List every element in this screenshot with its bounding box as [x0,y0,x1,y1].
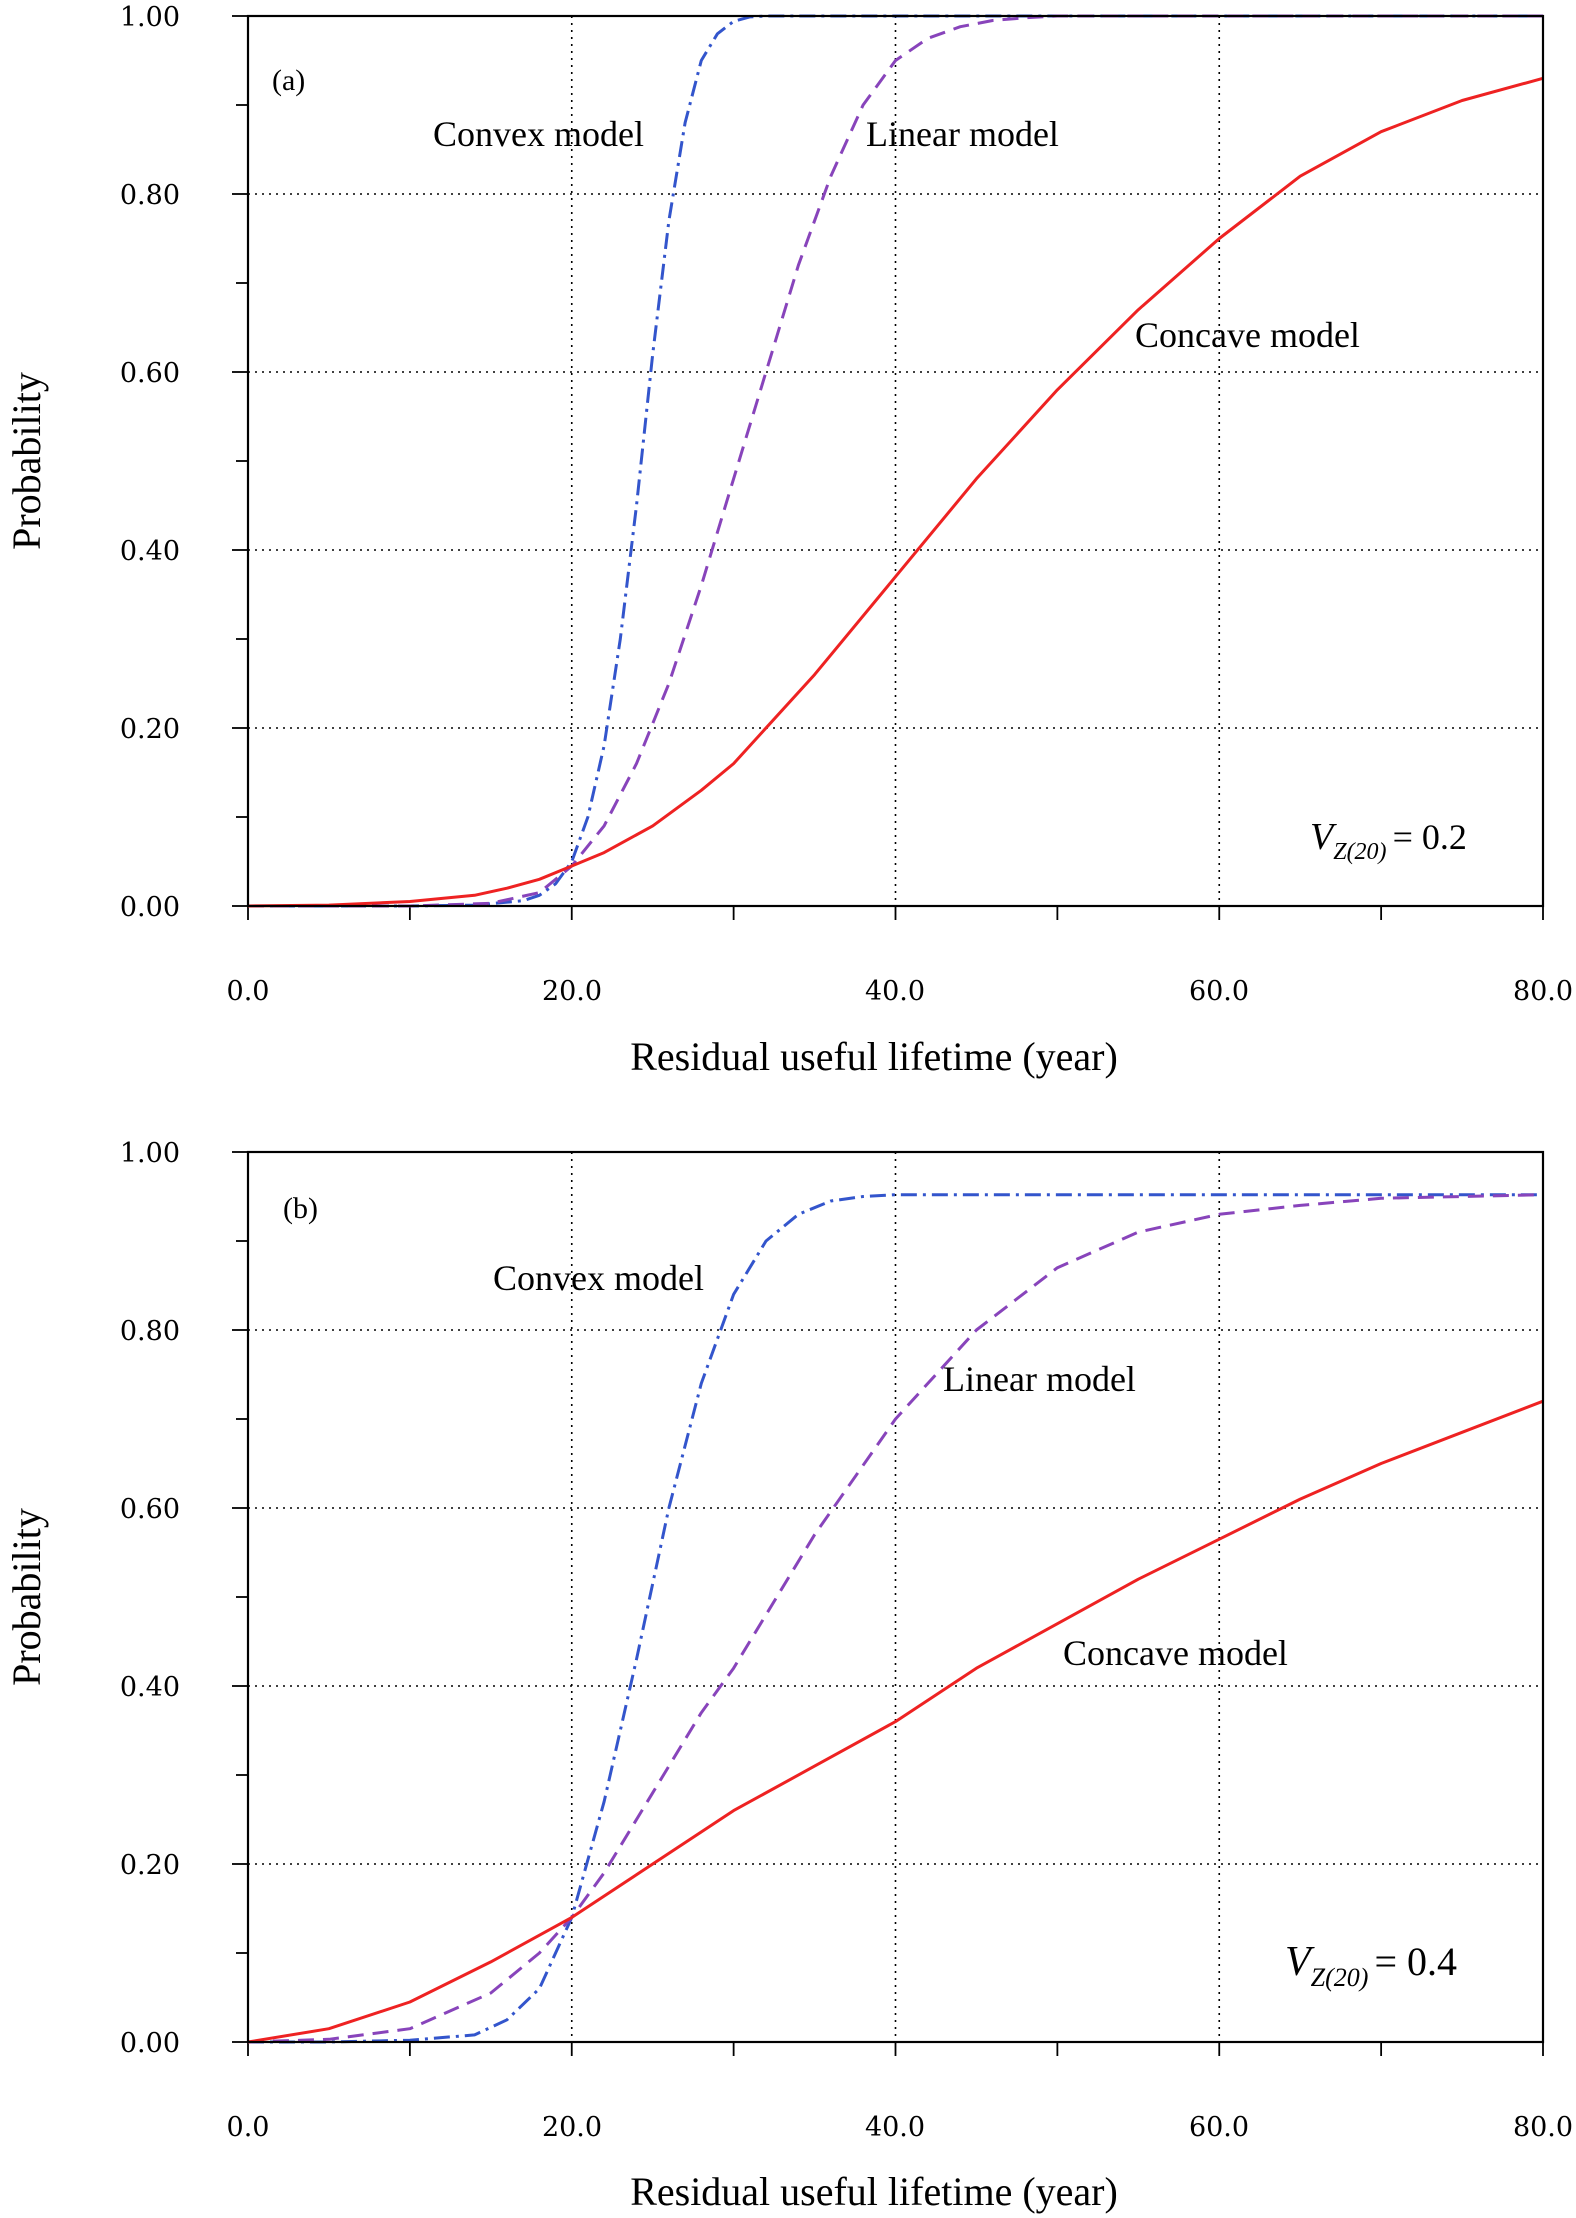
panel-b-x-tick-label: 80.0 [1513,2112,1573,2143]
panel-a-linear-label: Linear model [866,114,1059,154]
panel-b-y-tick-label: 0.80 [120,1316,180,1347]
panel-a-label: (a) [272,64,305,97]
panel-a-x-tick-label: 0.0 [227,976,270,1007]
panel-a-grid [248,16,1543,906]
panel-b-x-tick-label: 40.0 [865,2112,925,2143]
panel-a-plot-frame [246,14,1545,908]
panel-a-x-axis-title: Residual useful lifetime (year) [630,1034,1118,1079]
panel-b-x-axis-title: Residual useful lifetime (year) [630,2169,1118,2214]
panel-a-ticks [232,15,1544,920]
panel-a-x-tick-label: 80.0 [1513,976,1573,1007]
panel-a-y-tick-label: 0.80 [120,180,180,211]
panel-b-y-tick-label: 0.20 [120,1850,180,1881]
panel-b-y-tick-label: 0.00 [120,2028,180,2059]
panel-b: 0.0 20.0 40.0 60.0 80.0 0.00 0.20 0.40 0… [4,1138,1573,2214]
panel-a-y-tick-label: 0.60 [120,358,180,389]
panel-a-x-tick-label: 20.0 [542,976,602,1007]
panel-b-grid [248,1152,1543,2042]
panel-a-x-tick-label: 40.0 [865,976,925,1007]
panel-a-x-tick-label: 60.0 [1189,976,1249,1007]
panel-b-series-convex-model [248,1193,1543,2044]
panel-b-plot-frame [246,1150,1545,2044]
panel-b-variance-annotation: VZ(20) = 0.4 [1285,1939,1457,1992]
panel-b-series-concave-model [247,1399,1544,2044]
panel-b-y-tick-label: 0.40 [120,1672,180,1703]
panel-a-y-tick-label: 1.00 [120,2,180,33]
panel-b-y-tick-label: 1.00 [120,1138,180,1169]
panel-b-x-tick-label: 0.0 [227,2112,270,2143]
panel-a-y-axis-title: Probability [4,372,49,550]
panel-a-concave-label: Concave model [1135,315,1360,355]
panel-b-x-tick-label: 20.0 [542,2112,602,2143]
panel-a-y-tick-label: 0.40 [120,536,180,567]
panel-b-concave-label: Concave model [1063,1633,1288,1673]
panel-b-y-tick-label: 0.60 [120,1494,180,1525]
panel-a-y-tick-label: 0.00 [120,892,180,923]
panel-b-series [247,1193,1544,2044]
panel-a-variance-annotation: VZ(20) = 0.2 [1310,816,1467,865]
panel-b-convex-label: Convex model [493,1258,704,1298]
panel-a-series-linear-model [248,14,1543,908]
panel-b-label: (b) [283,1192,318,1225]
panel-b-series-linear-model [247,1193,1544,2044]
panel-a: 0.0 20.0 40.0 60.0 80.0 0.00 0.20 0.40 0… [4,2,1573,1079]
panel-b-y-axis-title: Probability [4,1508,49,1686]
panel-a-y-tick-label: 0.20 [120,714,180,745]
panel-b-ticks [232,1151,1544,2056]
panel-a-convex-label: Convex model [433,114,644,154]
panel-b-x-tick-label: 60.0 [1189,2112,1249,2143]
panel-a-series-concave-model [247,76,1544,908]
panel-b-linear-label: Linear model [943,1359,1136,1399]
